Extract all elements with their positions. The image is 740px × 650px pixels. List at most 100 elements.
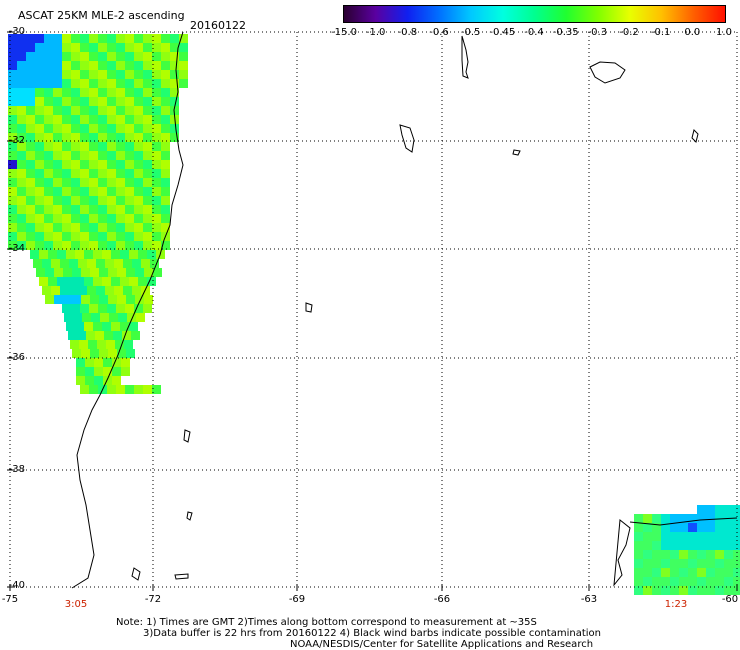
swath-cell	[66, 277, 75, 286]
swath-cell	[143, 205, 152, 214]
swath-cell	[26, 142, 35, 151]
swath-cell	[122, 331, 131, 340]
swath-cell	[26, 79, 35, 88]
swath-cell	[116, 70, 125, 79]
swath-cell	[116, 196, 125, 205]
swath-cell	[78, 286, 87, 295]
swath-cell	[98, 88, 107, 97]
note-line-1: Note: 1) Times are GMT 2)Times along bot…	[116, 617, 537, 628]
swath-cell	[89, 214, 98, 223]
swath-cell	[8, 223, 17, 232]
swath-cell	[706, 568, 715, 577]
swath-cell	[153, 268, 162, 277]
swath-cell	[62, 178, 71, 187]
swath-cell	[688, 568, 697, 577]
swath-cell	[54, 268, 63, 277]
swath-cell	[116, 241, 125, 250]
swath-cell	[715, 577, 724, 586]
swath-cell	[134, 196, 143, 205]
swath-cell	[116, 178, 125, 187]
swath-cell	[152, 115, 161, 124]
swath-cell	[161, 160, 170, 169]
swath-cell	[132, 259, 141, 268]
swath-cell	[697, 559, 706, 568]
swath-cell	[107, 151, 116, 160]
swath-cell	[103, 367, 112, 376]
swath-cell	[679, 577, 688, 586]
swath-cell	[129, 277, 138, 286]
swath-cell	[26, 34, 35, 43]
swath-cell	[733, 577, 740, 586]
swath-cell	[89, 61, 98, 70]
swath-cell	[8, 115, 17, 124]
swath-cell	[661, 532, 670, 541]
swath-cell	[26, 52, 35, 61]
swath-cell	[643, 550, 652, 559]
swath-cell	[26, 151, 35, 160]
swath-cell	[688, 559, 697, 568]
swath-cell	[150, 259, 159, 268]
swath-cell	[670, 532, 679, 541]
swath-cell	[35, 169, 44, 178]
swath-cell	[80, 196, 89, 205]
swath-cell	[129, 322, 138, 331]
swath-cell	[17, 232, 26, 241]
swath-cell	[62, 79, 71, 88]
island-outline	[305, 302, 313, 313]
swath-cell	[161, 241, 170, 250]
swath-cell	[72, 295, 81, 304]
swath-cell	[152, 178, 161, 187]
swath-cell	[89, 385, 98, 394]
swath-cell	[118, 313, 127, 322]
swath-cell	[75, 322, 84, 331]
swath-cell	[143, 178, 152, 187]
island-outline	[399, 124, 415, 153]
swath-cell	[45, 295, 54, 304]
swath-cell	[17, 34, 26, 43]
swath-cell	[134, 34, 143, 43]
swath-cell	[71, 169, 80, 178]
swath-cell	[116, 187, 125, 196]
swath-cell	[30, 250, 39, 259]
swath-cell	[17, 133, 26, 142]
swath-cell	[107, 304, 116, 313]
swath-cell	[80, 205, 89, 214]
swath-cell	[62, 241, 71, 250]
swath-cell	[51, 259, 60, 268]
swath-cell	[652, 550, 661, 559]
swath-cell	[670, 568, 679, 577]
swath-cell	[161, 97, 170, 106]
swath-cell	[44, 124, 53, 133]
swath-cell	[670, 586, 679, 595]
swath-cell	[62, 160, 71, 169]
swath-cell	[688, 550, 697, 559]
swath-cell	[679, 541, 688, 550]
swath-cell	[107, 43, 116, 52]
swath-cell	[80, 223, 89, 232]
swath-cell	[102, 277, 111, 286]
swath-cell	[8, 61, 17, 70]
swath-cell	[679, 568, 688, 577]
swath-cell	[53, 160, 62, 169]
swath-cell	[53, 124, 62, 133]
swath-cell	[143, 88, 152, 97]
swath-cell	[152, 61, 161, 70]
swath-cell	[143, 385, 152, 394]
swath-cell	[152, 214, 161, 223]
swath-cell	[62, 115, 71, 124]
swath-cell	[99, 268, 108, 277]
swath-cell	[733, 505, 740, 514]
swath-cell	[94, 367, 103, 376]
swath-cell	[62, 52, 71, 61]
swath-cell	[87, 259, 96, 268]
swath-cell	[179, 61, 188, 70]
swath-cell	[724, 550, 733, 559]
swath-cell	[107, 133, 116, 142]
swath-cell	[107, 178, 116, 187]
swath-cell	[114, 259, 123, 268]
swath-cell	[134, 115, 143, 124]
swath-cell	[125, 178, 134, 187]
swath-cell	[89, 160, 98, 169]
swath-cell	[44, 133, 53, 142]
swath-cell	[161, 43, 170, 52]
